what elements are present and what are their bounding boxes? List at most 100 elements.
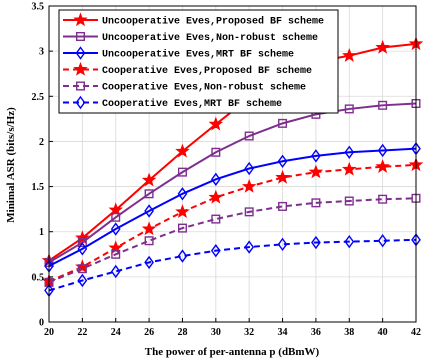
data-point-marker: [344, 196, 354, 206]
x-tick-label: 24: [111, 327, 121, 338]
series-line: [48, 238, 417, 292]
data-point-marker: [110, 222, 121, 236]
legend-entry: Cooperative Eves,Proposed BF scheme: [63, 61, 312, 77]
data-point-marker: [342, 161, 357, 176]
x-tick-label: 42: [411, 327, 421, 338]
legend-entry: Uncooperative Eves,Non-robust scheme: [63, 32, 318, 44]
data-point-marker: [244, 131, 254, 141]
data-point-marker: [278, 201, 288, 211]
data-point-marker: [208, 189, 224, 204]
data-point-marker: [277, 154, 288, 168]
data-point-marker: [110, 264, 121, 279]
data-point-marker: [241, 178, 257, 193]
legend-label: Uncooperative Eves,Proposed BF scheme: [102, 16, 324, 28]
legend-marker: [75, 32, 85, 42]
x-tick-label: 34: [278, 327, 288, 338]
data-point-marker: [311, 235, 321, 250]
y-tick-label: 2: [39, 137, 44, 148]
data-point-marker: [177, 167, 187, 177]
y-tick-label: 3: [39, 47, 44, 58]
legend: Uncooperative Eves,Proposed BF scheme Unc…: [58, 9, 339, 114]
data-point-marker: [244, 240, 255, 254]
series-line: [48, 197, 417, 284]
legend-entry: Uncooperative Eves,MRT BF scheme: [63, 46, 294, 61]
legend-marker: [73, 61, 88, 76]
data-point-marker: [308, 164, 324, 179]
data-point-marker: [311, 198, 321, 208]
series-line: [48, 163, 417, 283]
data-point-marker: [375, 159, 390, 173]
x-tick-label: 38: [344, 327, 354, 338]
data-point-marker: [211, 147, 221, 157]
series-line: [48, 147, 417, 267]
data-point-marker: [275, 169, 290, 184]
data-point-marker: [378, 194, 388, 204]
legend-entry: Uncooperative Eves,Proposed BF scheme: [63, 12, 324, 28]
data-point-marker: [278, 118, 288, 128]
data-point-marker: [211, 214, 221, 224]
legend-box: [58, 9, 339, 114]
data-point-marker: [342, 48, 357, 62]
data-point-marker: [378, 100, 388, 110]
legend-marker: [75, 95, 86, 110]
y-tick-label: 1.5: [32, 182, 45, 193]
data-point-marker: [75, 230, 90, 245]
x-axis-label: The power of per-antenna p (dBmW): [145, 346, 320, 358]
series-6: [44, 233, 421, 298]
legend-label: Uncooperative Eves,Non-robust scheme: [102, 32, 318, 44]
data-point-marker: [144, 189, 154, 199]
data-point-marker: [344, 145, 355, 159]
legend-marker: [73, 12, 88, 27]
legend-label: Cooperative Eves,Non-robust scheme: [102, 82, 306, 94]
series-2: [44, 99, 421, 267]
data-point-marker: [177, 187, 188, 201]
series-3: [44, 141, 421, 273]
legend-label: Uncooperative Eves,MRT BF scheme: [102, 49, 294, 61]
data-point-marker: [77, 238, 87, 248]
data-point-marker: [244, 161, 255, 176]
y-tick-label: 0.5: [32, 272, 45, 283]
data-point-marker: [141, 221, 157, 236]
x-tick-label: 32: [244, 327, 254, 338]
data-point-marker: [111, 212, 121, 222]
data-point-marker: [77, 273, 88, 288]
y-axis-ticks: 0 0.5 1 1.5 2 2.5 3 3.5: [32, 2, 53, 329]
data-point-marker: [77, 264, 87, 274]
x-tick-label: 22: [77, 327, 87, 338]
data-point-marker: [175, 204, 190, 219]
legend-label: Cooperative Eves,MRT BF scheme: [102, 98, 282, 110]
data-point-marker: [144, 236, 154, 246]
y-tick-label: 2.5: [32, 92, 45, 103]
series-line: [48, 102, 417, 264]
legend-entry: Cooperative Eves,MRT BF scheme: [63, 95, 282, 110]
data-point-marker: [377, 143, 388, 158]
data-point-marker: [344, 234, 355, 249]
data-point-marker: [177, 223, 187, 233]
data-point-marker: [210, 243, 221, 258]
legend-label: Cooperative Eves,Proposed BF scheme: [102, 65, 312, 77]
data-point-marker: [208, 116, 224, 131]
plot-frame: [48, 5, 417, 323]
x-axis-ticks: 20 22 24 26 28 30 32 34 36 38 40 42: [44, 318, 421, 338]
y-tick-label: 3.5: [32, 2, 45, 13]
data-point-marker: [210, 172, 221, 187]
legend-entry: Cooperative Eves,Non-robust scheme: [63, 81, 306, 94]
data-point-marker: [141, 172, 157, 187]
data-point-marker: [144, 204, 154, 218]
data-point-marker: [144, 255, 154, 270]
data-point-marker: [244, 207, 254, 217]
legend-marker: [75, 81, 85, 91]
data-point-marker: [175, 143, 190, 158]
x-tick-label: 20: [44, 327, 54, 338]
data-point-marker: [77, 242, 88, 256]
data-point-marker: [111, 249, 121, 259]
data-point-marker: [311, 149, 321, 163]
x-tick-label: 26: [144, 327, 154, 338]
x-tick-label: 36: [311, 327, 321, 338]
legend-marker: [75, 46, 86, 60]
data-point-marker: [377, 234, 388, 248]
y-tick-label: 0: [39, 318, 44, 329]
data-point-marker: [375, 39, 390, 54]
series-4: [41, 157, 424, 288]
